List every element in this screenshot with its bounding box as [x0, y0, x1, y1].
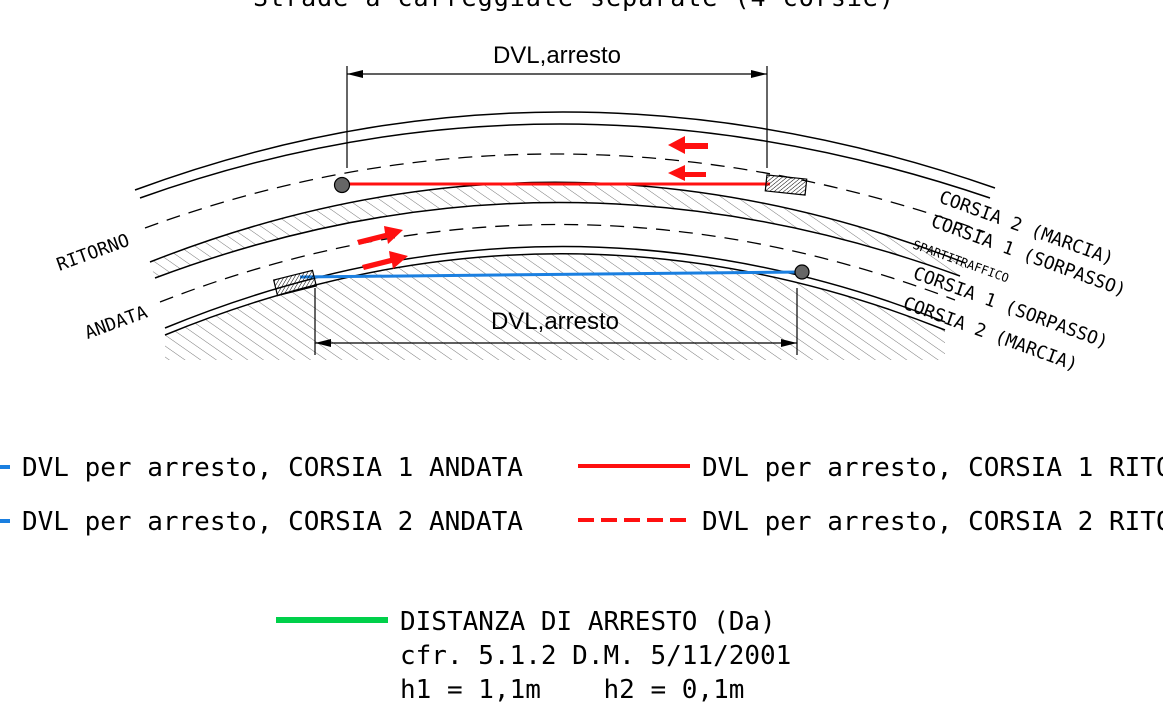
outer-edge-ritorno [134, 111, 996, 191]
label-andata: ANDATA [82, 302, 150, 344]
median-edge-lower [154, 201, 961, 279]
legend-stopping-line-1: DISTANZA DI ARRESTO (Da) [400, 607, 776, 637]
legend-text-andata-corsia2: DVL per arresto, CORSIA 2 ANDATA [22, 507, 523, 537]
observer-andata [794, 264, 810, 280]
separator-andata [159, 223, 956, 303]
arrow-right-icon [362, 251, 408, 270]
legend-row-2: DVL per arresto, CORSIA 2 ANDATA DVL per… [0, 507, 1163, 537]
arrow-left-icon [668, 136, 708, 154]
legend-stopping-line-2: cfr. 5.1.2 D.M. 5/11/2001 [400, 641, 791, 671]
spartitraffico-hatch [150, 182, 965, 278]
separator-ritorno [144, 153, 986, 233]
arrow-left-icon [668, 165, 706, 181]
vehicle-ritorno [764, 174, 808, 196]
road-edges [134, 111, 996, 336]
observer-ritorno [333, 176, 351, 194]
diagram-title: Strade a carreggiate separate (4 corsie) [253, 0, 895, 12]
legend-text-ritorno-corsia2: DVL per arresto, CORSIA 2 RITORNO [702, 507, 1163, 537]
legend-text-andata-corsia1: DVL per arresto, CORSIA 1 ANDATA [22, 453, 523, 483]
label-ritorno: RITORNO [54, 230, 132, 276]
dimension-bottom-label: DVL,arresto [491, 308, 619, 335]
dimension-top-label: DVL,arresto [493, 42, 621, 69]
lane-separators [144, 153, 986, 303]
roadside-hatch [165, 253, 945, 360]
direction-arrows-andata [357, 226, 408, 270]
vehicle-andata [272, 269, 318, 297]
arrow-right-icon [357, 226, 403, 245]
legend-row-1: DVL per arresto, CORSIA 1 ANDATA DVL per… [0, 453, 1163, 483]
dimension-top [346, 66, 768, 168]
dvl-andata-line [299, 270, 803, 279]
legend-text-ritorno-corsia1: DVL per arresto, CORSIA 1 RITORNO [702, 453, 1163, 483]
legend-stopping-distance: DISTANZA DI ARRESTO (Da) cfr. 5.1.2 D.M.… [276, 607, 791, 705]
outer-edge-ritorno-inner [139, 123, 991, 199]
dimension-bottom [314, 288, 798, 355]
median-edge-upper [149, 181, 966, 264]
legend-stopping-line-3: h1 = 1,1m h2 = 0,1m [400, 675, 744, 705]
direction-arrows-ritorno [668, 136, 708, 181]
